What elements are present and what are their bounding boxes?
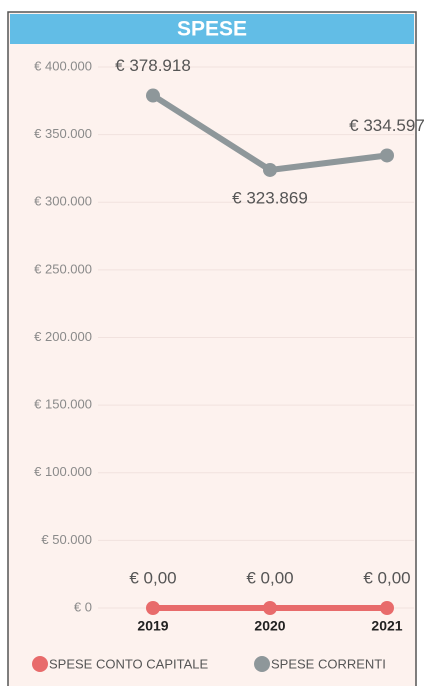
data-label: € 334.597	[349, 116, 424, 135]
y-tick-label: € 150.000	[34, 397, 92, 412]
y-tick-label: € 350.000	[34, 126, 92, 141]
legend-label: SPESE CORRENTI	[271, 656, 386, 671]
y-tick-label: € 50.000	[41, 532, 92, 547]
point	[380, 601, 394, 615]
data-label: € 0,00	[246, 568, 293, 587]
header	[10, 14, 414, 44]
x-tick-label: 2021	[371, 618, 402, 634]
chart-title: SPESE	[177, 18, 247, 41]
y-tick-label: € 400.000	[34, 58, 92, 73]
legend-label: SPESE CONTO CAPITALE	[49, 656, 209, 671]
point	[380, 148, 394, 163]
y-tick-label: € 200.000	[34, 329, 92, 344]
y-tick-label: € 100.000	[34, 464, 92, 479]
data-label: € 0,00	[129, 568, 176, 587]
point	[146, 601, 160, 615]
x-tick-label: 2019	[137, 618, 168, 634]
y-tick-label: € 0	[74, 599, 92, 614]
point	[263, 601, 277, 615]
legend-swatch	[32, 656, 48, 672]
point	[146, 88, 160, 103]
legend-swatch	[254, 656, 270, 672]
y-tick-label: € 250.000	[34, 261, 92, 276]
data-label: € 0,00	[363, 568, 410, 587]
data-label: € 323.869	[232, 188, 308, 207]
data-label: € 378.918	[115, 56, 191, 75]
y-tick-label: € 300.000	[34, 194, 92, 209]
x-tick-label: 2020	[254, 618, 285, 634]
point	[263, 162, 277, 177]
card	[7, 11, 417, 686]
